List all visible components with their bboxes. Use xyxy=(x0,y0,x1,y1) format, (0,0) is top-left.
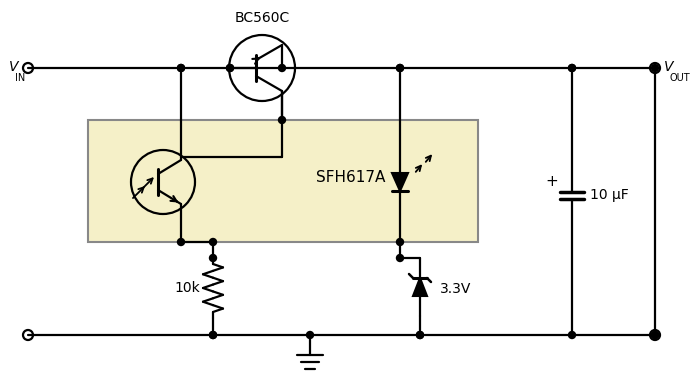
Circle shape xyxy=(651,331,658,338)
Circle shape xyxy=(278,64,285,71)
Text: IN: IN xyxy=(15,73,25,83)
Circle shape xyxy=(278,116,285,123)
Circle shape xyxy=(396,64,403,71)
Circle shape xyxy=(210,255,217,262)
Circle shape xyxy=(396,239,403,246)
FancyBboxPatch shape xyxy=(88,120,478,242)
Text: SFH617A: SFH617A xyxy=(316,170,386,185)
Text: OUT: OUT xyxy=(669,73,690,83)
Circle shape xyxy=(651,331,658,338)
Circle shape xyxy=(568,64,575,71)
Circle shape xyxy=(651,64,658,71)
Text: $V$: $V$ xyxy=(663,60,675,74)
Circle shape xyxy=(568,331,575,338)
Circle shape xyxy=(396,255,403,262)
Polygon shape xyxy=(392,173,408,191)
Text: 10k: 10k xyxy=(174,281,200,295)
Circle shape xyxy=(178,64,185,71)
Circle shape xyxy=(226,64,233,71)
Circle shape xyxy=(210,331,217,338)
Circle shape xyxy=(417,331,424,338)
Circle shape xyxy=(178,64,185,71)
Polygon shape xyxy=(413,278,427,296)
Text: BC560C: BC560C xyxy=(234,11,289,25)
Circle shape xyxy=(568,64,575,71)
Circle shape xyxy=(396,64,403,71)
Circle shape xyxy=(210,331,217,338)
Circle shape xyxy=(417,331,424,338)
Text: +: + xyxy=(546,175,559,189)
Circle shape xyxy=(226,64,233,71)
Text: $V$: $V$ xyxy=(8,60,20,74)
Circle shape xyxy=(210,239,217,246)
Circle shape xyxy=(306,331,313,338)
Circle shape xyxy=(178,239,185,246)
Text: 3.3V: 3.3V xyxy=(440,282,471,296)
Text: 10 μF: 10 μF xyxy=(590,188,628,202)
